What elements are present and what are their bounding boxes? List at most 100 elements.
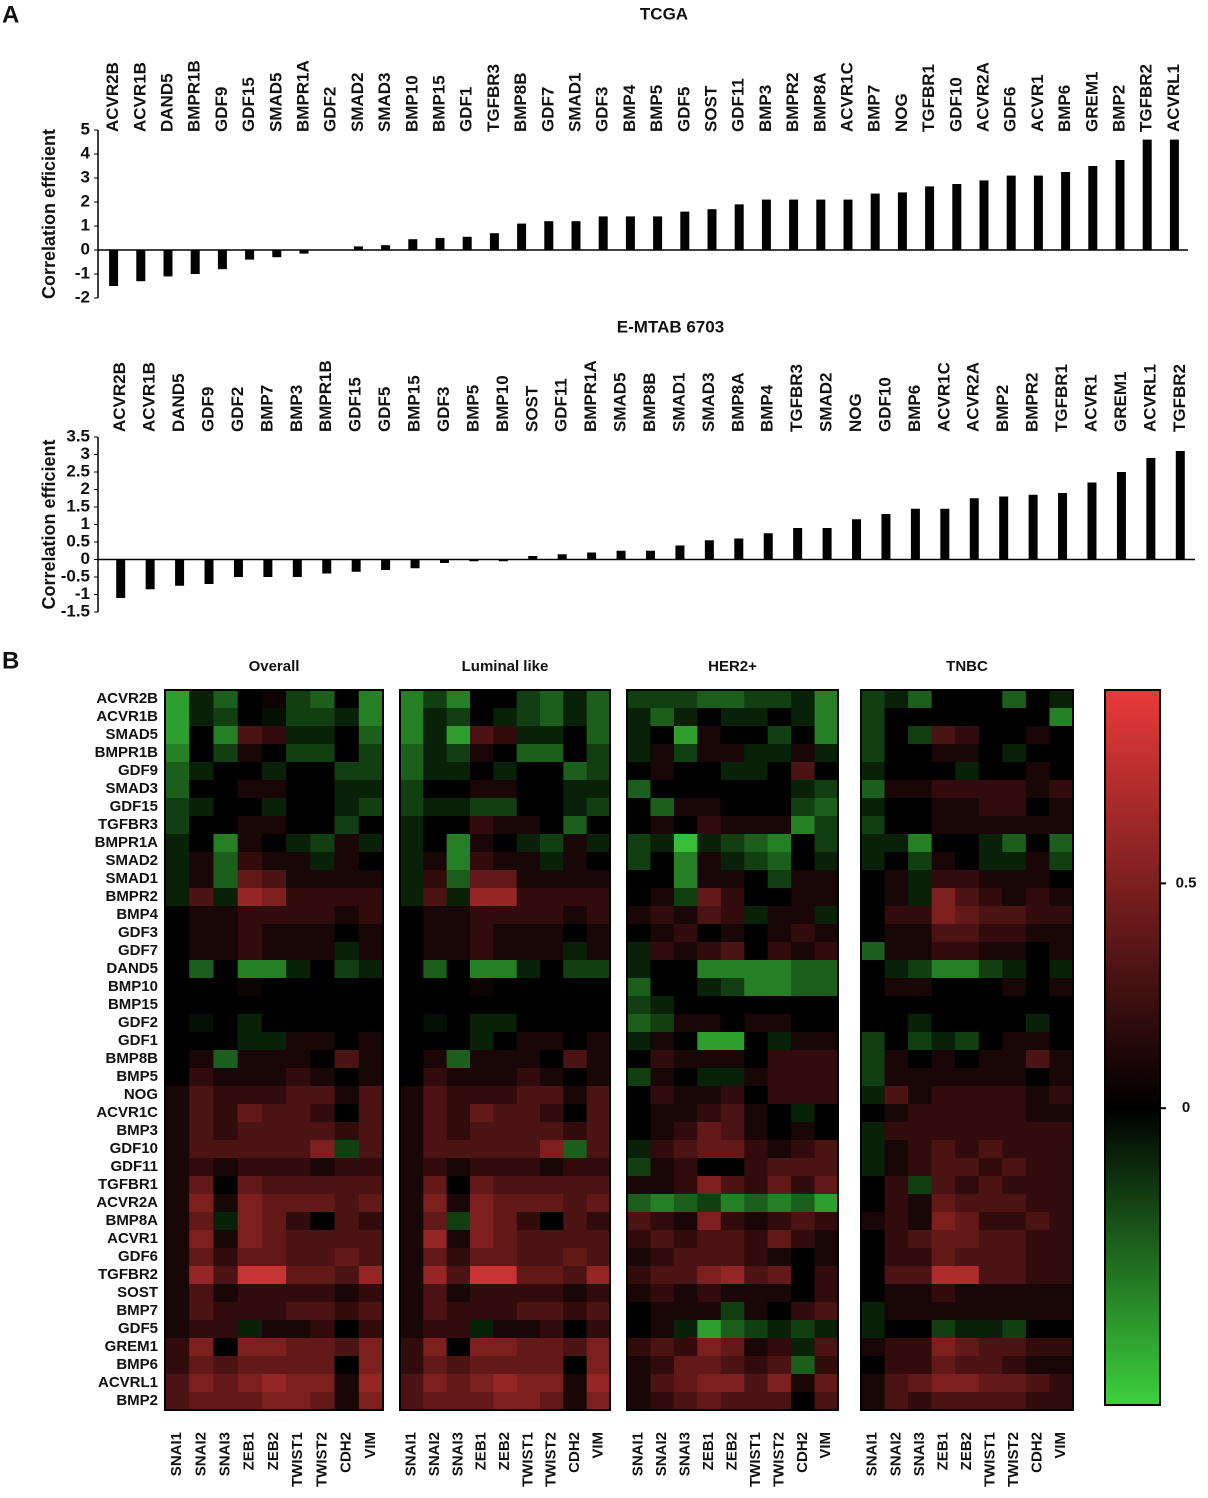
heatmap-cell (697, 1248, 722, 1267)
heatmap-cell (1049, 1194, 1074, 1213)
heatmap-cell (1002, 1302, 1027, 1321)
heatmap-cell (978, 798, 1003, 817)
column-label: SNAI2 (426, 1432, 443, 1476)
heatmap-cell (908, 744, 933, 763)
row-label: SOST (117, 1284, 158, 1301)
column-label: CDH2 (566, 1432, 583, 1473)
bar (734, 204, 744, 250)
heatmap-cell (446, 834, 471, 853)
bar (544, 221, 554, 250)
heatmap-cell (861, 1032, 886, 1051)
heatmap-cell (767, 1266, 792, 1285)
bar (435, 238, 445, 250)
heatmap-cell (358, 852, 384, 871)
x-tick-label: TGFBR2 (1170, 364, 1189, 432)
heatmap-cell (744, 744, 769, 763)
heatmap-cell (697, 1140, 722, 1159)
heatmap-cell (358, 1212, 384, 1231)
row-label: BMP8A (105, 1212, 158, 1229)
heatmap-cell (767, 1086, 792, 1105)
x-tick-label: BMP4 (758, 384, 777, 432)
x-tick-label: SMAD1 (669, 372, 688, 432)
heatmap-cell (400, 708, 424, 727)
heatmap-cell (165, 1248, 190, 1267)
heatmap-cell (446, 1284, 471, 1303)
heatmap-cell (627, 942, 651, 961)
heatmap-cell (697, 1338, 722, 1357)
heatmap-cell (237, 1356, 263, 1375)
heatmap-cell (358, 1284, 384, 1303)
y-tick-label: -1.5 (61, 601, 90, 620)
heatmap-cell (563, 834, 588, 853)
heatmap-cell (861, 690, 886, 709)
heatmap-cell (586, 1014, 611, 1033)
heatmap-cell (237, 762, 263, 781)
heatmap-cell (720, 1284, 745, 1303)
heatmap-cell (334, 1140, 360, 1159)
heatmap-cell (884, 1068, 909, 1087)
heatmap-cell (470, 1122, 494, 1141)
heatmap-cell (767, 1122, 792, 1141)
heatmap-cell (189, 1212, 214, 1231)
heatmap-cell (189, 870, 214, 889)
heatmap-cell (978, 1104, 1003, 1123)
heatmap-cell (189, 798, 214, 817)
heatmap-cell (791, 762, 816, 781)
heatmap-cell (884, 1032, 909, 1051)
bar (571, 221, 581, 250)
heatmap-cell (213, 960, 239, 979)
bar (517, 223, 527, 250)
heatmap-cell (189, 1356, 214, 1375)
heatmap-cell (189, 1104, 214, 1123)
heatmap-cell (423, 960, 448, 979)
y-tick-label: 1.5 (66, 496, 90, 515)
heatmap-cell (931, 1194, 956, 1213)
heatmap-cell (165, 1032, 190, 1051)
heatmap-cell (955, 978, 980, 997)
heatmap-cell (213, 1302, 239, 1321)
heatmap-cell (931, 1230, 956, 1249)
heatmap-cell (358, 1356, 384, 1375)
heatmap-cell (189, 1302, 214, 1321)
heatmap-cell (540, 888, 564, 907)
heatmap-cell (627, 834, 651, 853)
heatmap-cell (1002, 1140, 1027, 1159)
heatmap-cell (446, 1356, 471, 1375)
heatmap-cell (310, 924, 336, 943)
heatmap-cell (493, 924, 518, 943)
heatmap-cell (627, 888, 651, 907)
x-tick-label: TGFBR1 (1052, 364, 1071, 432)
heatmap-cell (237, 780, 263, 799)
heatmap-cell (908, 1266, 933, 1285)
heatmap-cell (1002, 1176, 1027, 1195)
heatmap-cell (540, 978, 564, 997)
y-tick-label: 3 (81, 444, 90, 463)
heatmap-cell (237, 1140, 263, 1159)
heatmap-cell (586, 1284, 611, 1303)
heatmap-cell (516, 816, 541, 835)
bar (263, 559, 273, 577)
heatmap-cell (261, 1284, 287, 1303)
bar (598, 216, 608, 250)
heatmap-cell (673, 870, 698, 889)
heatmap-cell (861, 960, 886, 979)
heatmap-cell (673, 1032, 698, 1051)
heatmap-cell (334, 978, 360, 997)
heatmap-cell (884, 1122, 909, 1141)
heatmap-cell (334, 1284, 360, 1303)
heatmap-cell (908, 1392, 933, 1411)
bar (136, 250, 146, 282)
heatmap-cell (884, 1392, 909, 1411)
heatmap-cell (358, 708, 384, 727)
heatmap-cell (493, 744, 518, 763)
row-label: BMP5 (116, 1068, 158, 1085)
heatmap-cell (791, 1392, 816, 1411)
heatmap-cell (884, 870, 909, 889)
heatmap-cell (358, 762, 384, 781)
bar (625, 216, 635, 250)
heatmap-cell (978, 870, 1003, 889)
heatmap-cell (286, 870, 311, 889)
heatmap-cell (165, 1050, 190, 1069)
heatmap-cell (978, 924, 1003, 943)
heatmap-cell (540, 1230, 564, 1249)
